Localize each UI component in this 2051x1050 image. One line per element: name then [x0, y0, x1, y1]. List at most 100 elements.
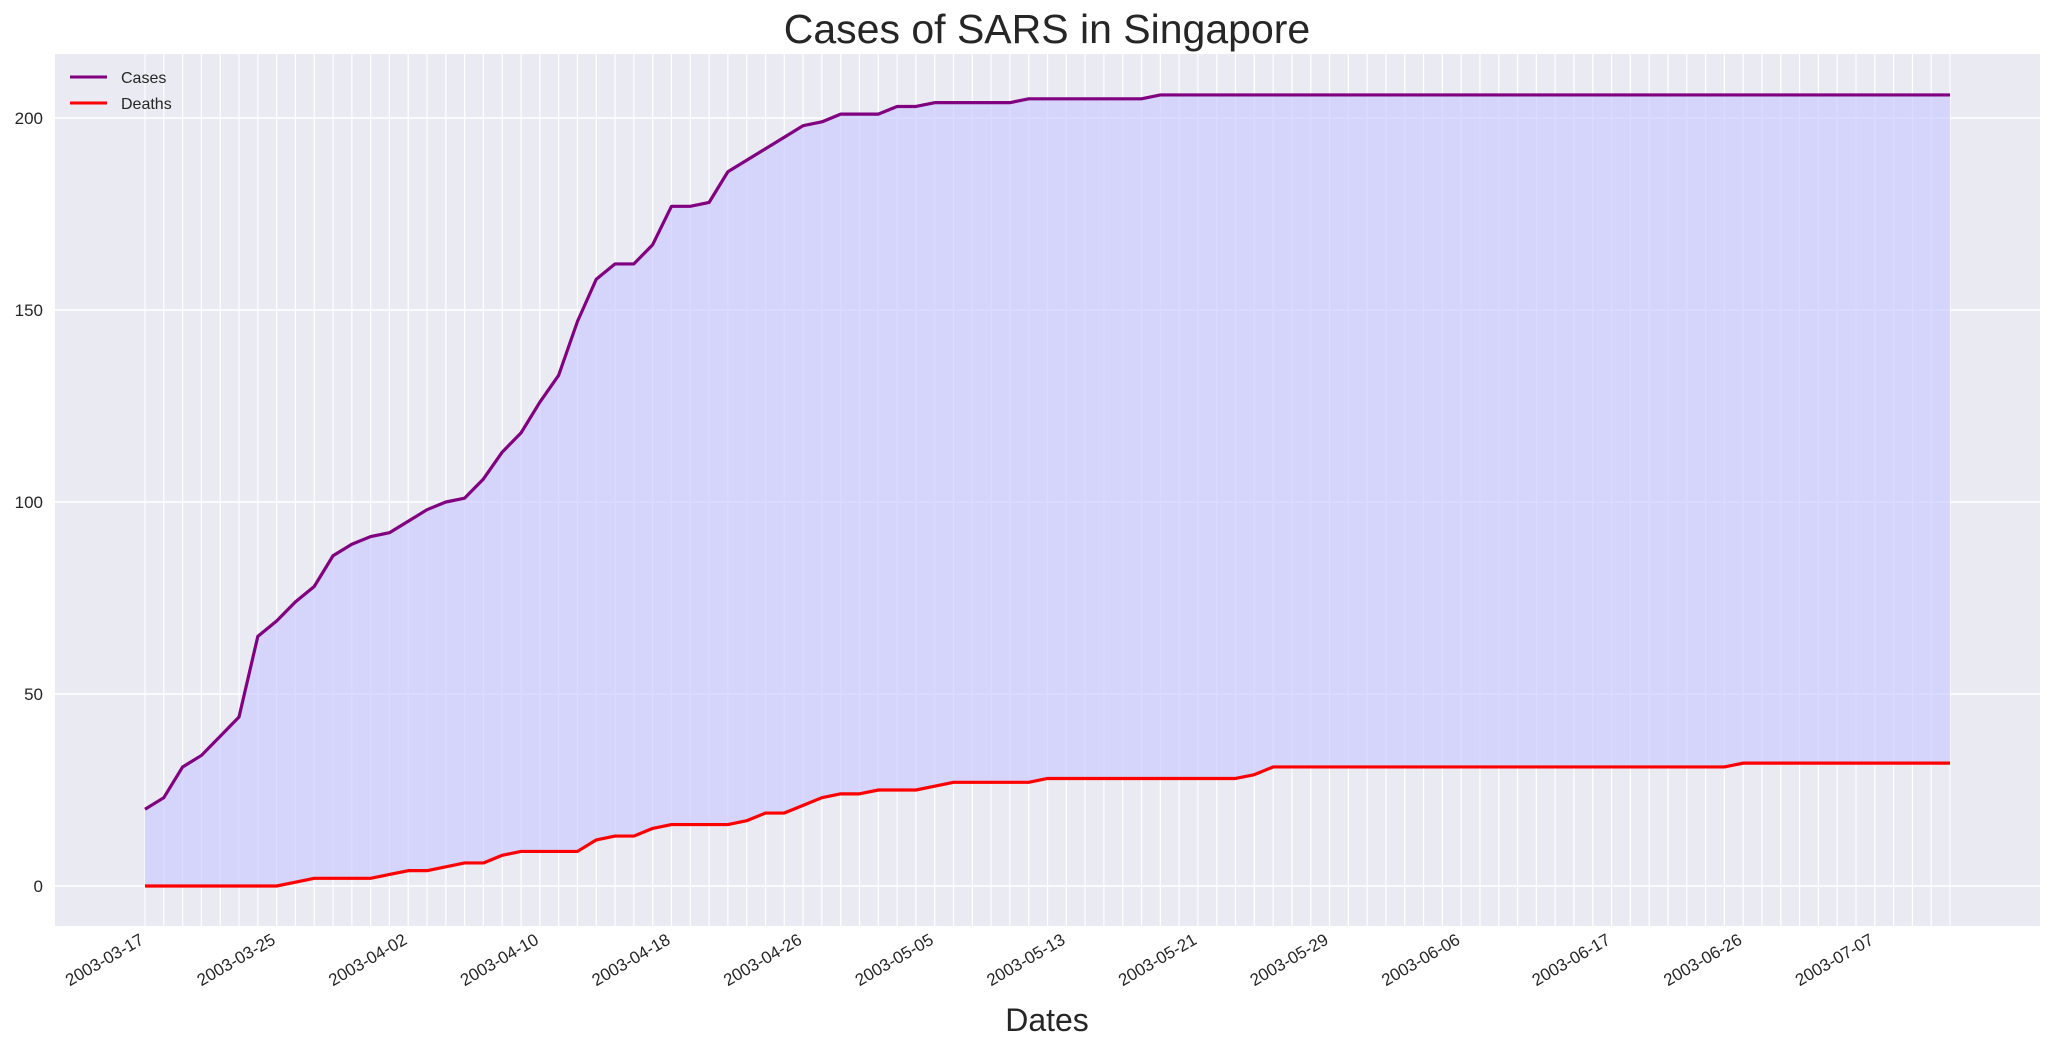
data-point-cases [1422, 93, 1425, 96]
data-point-deaths [1328, 765, 1331, 768]
data-point-deaths [388, 873, 391, 876]
data-point-cases [632, 262, 635, 265]
data-point-deaths [237, 884, 240, 887]
series-line-deaths [145, 761, 1950, 888]
data-point-cases [707, 201, 710, 204]
data-point-deaths [839, 792, 842, 795]
data-point-cases [1685, 93, 1688, 96]
data-point-cases [294, 600, 297, 603]
data-point-deaths [407, 869, 410, 872]
data-point-deaths [1290, 765, 1293, 768]
data-point-cases [1742, 93, 1745, 96]
data-point-cases [1535, 93, 1538, 96]
data-point-deaths [689, 823, 692, 826]
data-point-cases [1084, 97, 1087, 100]
data-point-cases [1178, 93, 1181, 96]
data-point-cases [1328, 93, 1331, 96]
data-point-cases [764, 147, 767, 150]
data-point-deaths [1065, 777, 1068, 780]
data-point-deaths [1215, 777, 1218, 780]
legend-item-cases: Cases [70, 70, 166, 87]
data-point-cases [331, 554, 334, 557]
data-point-deaths [1422, 765, 1425, 768]
data-point-cases [425, 508, 428, 511]
data-point-deaths [1403, 765, 1406, 768]
series-lines [143, 93, 1951, 888]
data-point-cases [501, 450, 504, 453]
data-point-deaths [501, 854, 504, 857]
data-point-deaths [200, 884, 203, 887]
data-point-cases [1854, 93, 1857, 96]
data-point-cases [1666, 93, 1669, 96]
data-point-cases [1065, 97, 1068, 100]
data-point-cases [237, 715, 240, 718]
data-point-deaths [783, 811, 786, 814]
data-point-cases [1384, 93, 1387, 96]
data-point-deaths [576, 850, 579, 853]
data-point-cases [350, 543, 353, 546]
data-point-cases [914, 105, 917, 108]
data-point-deaths [877, 788, 880, 791]
data-point-cases [1347, 93, 1350, 96]
data-point-deaths [482, 861, 485, 864]
data-point-deaths [651, 827, 654, 830]
data-point-cases [1366, 93, 1369, 96]
data-point-deaths [1742, 762, 1745, 765]
data-point-deaths [1930, 762, 1933, 765]
data-point-cases [256, 635, 259, 638]
data-point-deaths [1535, 765, 1538, 768]
data-point-cases [162, 796, 165, 799]
data-point-deaths [425, 869, 428, 872]
data-point-cases [651, 243, 654, 246]
data-point-cases [1027, 97, 1030, 100]
data-point-deaths [1873, 762, 1876, 765]
data-point-deaths [1948, 762, 1951, 765]
data-point-deaths [933, 785, 936, 788]
data-point-cases [200, 754, 203, 757]
data-point-cases [313, 585, 316, 588]
data-point-deaths [1572, 765, 1575, 768]
data-point-cases [1215, 93, 1218, 96]
chart-title: Cases of SARS in Singapore [784, 6, 1310, 52]
data-point-cases [538, 401, 541, 404]
data-point-cases [1591, 93, 1594, 96]
data-point-cases [1892, 93, 1895, 96]
x-axis-title: Dates [1005, 1002, 1089, 1038]
fill-between-area [145, 94, 1950, 886]
fill-between-cases-deaths [145, 94, 1950, 886]
data-point-cases [1102, 97, 1105, 100]
data-point-cases [1779, 93, 1782, 96]
data-point-cases [1121, 97, 1124, 100]
data-point-deaths [595, 838, 598, 841]
data-point-deaths [1441, 765, 1444, 768]
data-point-cases [971, 101, 974, 104]
data-point-deaths [895, 788, 898, 791]
data-point-cases [858, 113, 861, 116]
data-point-deaths [538, 850, 541, 853]
data-point-cases [444, 500, 447, 503]
data-point-deaths [1366, 765, 1369, 768]
data-point-cases [275, 619, 278, 622]
legend-label-cases: Cases [121, 70, 166, 87]
data-point-deaths [143, 884, 146, 887]
data-point-cases [1760, 93, 1763, 96]
data-point-deaths [914, 788, 917, 791]
data-point-cases [1403, 93, 1406, 96]
data-point-cases [895, 105, 898, 108]
data-point-deaths [1610, 765, 1613, 768]
data-point-deaths [1272, 765, 1275, 768]
data-point-deaths [219, 884, 222, 887]
data-point-cases [557, 374, 560, 377]
data-point-cases [1008, 101, 1011, 104]
data-point-deaths [1723, 765, 1726, 768]
data-point-cases [1478, 93, 1481, 96]
data-point-deaths [162, 884, 165, 887]
data-point-deaths [1911, 762, 1914, 765]
data-point-deaths [1798, 762, 1801, 765]
data-point-deaths [1591, 765, 1594, 768]
y-tick-label: 150 [15, 301, 43, 320]
data-point-deaths [1704, 765, 1707, 768]
data-point-deaths [1008, 781, 1011, 784]
data-point-deaths [1554, 765, 1557, 768]
data-point-cases [801, 124, 804, 127]
